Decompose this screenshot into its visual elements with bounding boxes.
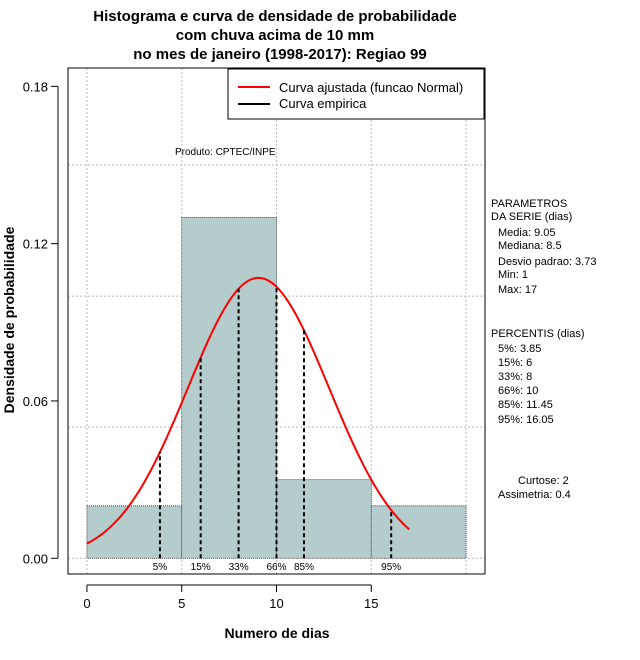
parameter-min: Min: 1 — [498, 269, 528, 281]
parameter-media: Media: 9.05 — [498, 227, 555, 239]
y-tick-label-2: 0.12 — [23, 237, 48, 252]
histogram-bar-0 — [86, 505, 183, 559]
percentil-66: 66%: 10 — [498, 385, 538, 397]
y-axis-title: Densidade de probabilidade — [1, 226, 17, 413]
assimetria-value: Assimetria: 0.4 — [498, 489, 571, 501]
axes: 0 5 10 15 0.00 0.06 0.12 0.18 — [23, 79, 379, 611]
chart-title-line-3: no mes de janeiro (1998-2017): Regiao 99 — [133, 46, 426, 63]
normal-curve-path — [86, 276, 410, 545]
legend: Curva ajustada (funcao Normal) Curva emp… — [227, 68, 485, 120]
plot-frame — [67, 67, 486, 575]
parameters-heading-1: PARAMETROS — [491, 198, 567, 210]
parameters-heading-2: DA SERIE (dias) — [491, 211, 572, 223]
percentis-heading: PERCENTIS (dias) — [491, 328, 585, 340]
percentil-5: 5%: 3.85 — [498, 343, 541, 355]
percentis-panel: PERCENTIS (dias) 5%: 3.85 15%: 6 33%: 8 … — [491, 328, 585, 426]
x-tick-label-2: 10 — [269, 596, 283, 611]
percentile-label-3: 66% — [266, 562, 286, 573]
histogram-bar-2 — [276, 479, 372, 559]
parameters-panel: PARAMETROS DA SERIE (dias) Media: 9.05 M… — [491, 198, 596, 296]
curtose-value: Curtose: 2 — [518, 475, 569, 487]
percentil-85: 85%: 11.45 — [498, 399, 553, 411]
x-tick-label-3: 15 — [364, 596, 378, 611]
legend-label-empirical: Curva empirica — [279, 96, 367, 111]
percentil-33: 33%: 8 — [498, 371, 532, 383]
parameter-mediana: Mediana: 8.5 — [498, 240, 562, 252]
percentile-markers: 5% 15% 33% 66% 85% 95% — [153, 286, 401, 573]
parameter-desvio: Desvio padrao: 3.73 — [498, 256, 596, 268]
legend-label-fit: Curva ajustada (funcao Normal) — [279, 80, 463, 95]
percentile-label-2: 33% — [229, 562, 249, 573]
x-axis-title: Numero de dias — [224, 625, 329, 641]
histogram-bars — [86, 217, 467, 559]
product-annotation: Produto: CPTEC/INPE — [175, 147, 276, 158]
shape-stats: Curtose: 2 Assimetria: 0.4 — [498, 475, 571, 501]
histogram-bar-1 — [181, 217, 277, 559]
y-tick-label-0: 0.00 — [23, 551, 48, 566]
parameter-max: Max: 17 — [498, 284, 537, 296]
percentile-label-5: 95% — [381, 562, 401, 573]
y-tick-label-3: 0.18 — [23, 79, 48, 94]
histogram-bar-3 — [370, 505, 467, 559]
percentile-label-0: 5% — [153, 562, 168, 573]
chart-title-line-1: Histograma e curva de densidade de proba… — [93, 8, 456, 25]
percentil-15: 15%: 6 — [498, 357, 532, 369]
x-tick-label-1: 5 — [178, 596, 185, 611]
chart-title-line-2: com chuva acima de 10 mm — [176, 27, 374, 44]
legend-box — [227, 68, 485, 120]
percentile-label-4: 85% — [294, 562, 314, 573]
y-tick-label-1: 0.06 — [23, 394, 48, 409]
normal-curve — [86, 276, 410, 545]
percentil-95: 95%: 16.05 — [498, 414, 554, 426]
x-tick-label-0: 0 — [83, 596, 90, 611]
percentile-label-1: 15% — [191, 562, 211, 573]
